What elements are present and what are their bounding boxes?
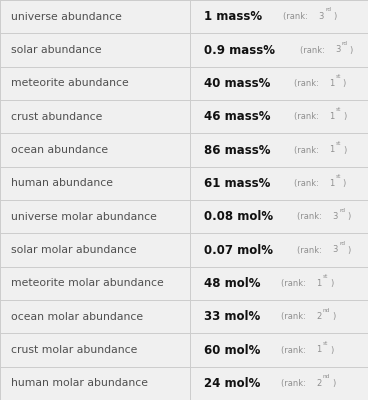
Text: (rank:: (rank: (294, 112, 321, 121)
Text: ): ) (350, 46, 353, 54)
Text: ): ) (330, 279, 333, 288)
Text: (rank:: (rank: (294, 79, 321, 88)
Text: ): ) (343, 179, 346, 188)
Text: 1: 1 (329, 79, 334, 88)
Text: meteorite molar abundance: meteorite molar abundance (11, 278, 164, 288)
Text: nd: nd (323, 374, 330, 379)
Text: ): ) (343, 146, 346, 154)
Text: ): ) (332, 379, 336, 388)
Text: 3: 3 (332, 246, 338, 254)
Text: 1: 1 (329, 179, 334, 188)
Text: universe abundance: universe abundance (11, 12, 122, 22)
Text: 24 mol%: 24 mol% (204, 377, 261, 390)
Text: 1: 1 (316, 346, 321, 354)
Text: (rank:: (rank: (283, 12, 311, 21)
Text: (rank:: (rank: (280, 312, 308, 321)
Text: ): ) (347, 246, 350, 254)
Text: 2: 2 (316, 312, 321, 321)
Text: rd: rd (325, 8, 331, 12)
Text: (rank:: (rank: (281, 279, 308, 288)
Text: ocean abundance: ocean abundance (11, 145, 108, 155)
Text: 3: 3 (335, 46, 340, 54)
Text: 61 mass%: 61 mass% (204, 177, 270, 190)
Text: 3: 3 (318, 12, 324, 21)
Text: (rank:: (rank: (281, 346, 308, 354)
Text: human molar abundance: human molar abundance (11, 378, 148, 388)
Text: 1 mass%: 1 mass% (204, 10, 262, 23)
Text: 86 mass%: 86 mass% (204, 144, 271, 156)
Text: (rank:: (rank: (281, 379, 308, 388)
Text: rd: rd (339, 241, 346, 246)
Text: meteorite abundance: meteorite abundance (11, 78, 129, 88)
Text: 3: 3 (333, 212, 338, 221)
Text: (rank:: (rank: (300, 46, 327, 54)
Text: 1: 1 (329, 146, 335, 154)
Text: rd: rd (340, 208, 346, 212)
Text: 40 mass%: 40 mass% (204, 77, 270, 90)
Text: 1: 1 (316, 279, 322, 288)
Text: (rank:: (rank: (297, 246, 325, 254)
Text: ): ) (333, 12, 336, 21)
Text: 1: 1 (329, 112, 335, 121)
Text: solar abundance: solar abundance (11, 45, 102, 55)
Text: (rank:: (rank: (294, 179, 321, 188)
Text: crust abundance: crust abundance (11, 112, 102, 122)
Text: 46 mass%: 46 mass% (204, 110, 271, 123)
Text: ): ) (332, 312, 336, 321)
Text: st: st (336, 141, 342, 146)
Text: 60 mol%: 60 mol% (204, 344, 261, 356)
Text: 0.08 mol%: 0.08 mol% (204, 210, 273, 223)
Text: st: st (323, 274, 329, 279)
Text: ): ) (347, 212, 351, 221)
Text: ): ) (330, 346, 333, 354)
Text: ): ) (343, 112, 346, 121)
Text: crust molar abundance: crust molar abundance (11, 345, 137, 355)
Text: (rank:: (rank: (297, 212, 325, 221)
Text: human abundance: human abundance (11, 178, 113, 188)
Text: 0.07 mol%: 0.07 mol% (204, 244, 273, 256)
Text: 33 mol%: 33 mol% (204, 310, 261, 323)
Text: ocean molar abundance: ocean molar abundance (11, 312, 143, 322)
Text: st: st (323, 341, 328, 346)
Text: universe molar abundance: universe molar abundance (11, 212, 157, 222)
Text: 2: 2 (316, 379, 321, 388)
Text: st: st (336, 74, 341, 79)
Text: 48 mol%: 48 mol% (204, 277, 261, 290)
Text: nd: nd (323, 308, 330, 312)
Text: 0.9 mass%: 0.9 mass% (204, 44, 275, 56)
Text: (rank:: (rank: (294, 146, 321, 154)
Text: solar molar abundance: solar molar abundance (11, 245, 137, 255)
Text: st: st (336, 108, 342, 112)
Text: rd: rd (342, 41, 348, 46)
Text: ): ) (343, 79, 346, 88)
Text: st: st (336, 174, 341, 179)
